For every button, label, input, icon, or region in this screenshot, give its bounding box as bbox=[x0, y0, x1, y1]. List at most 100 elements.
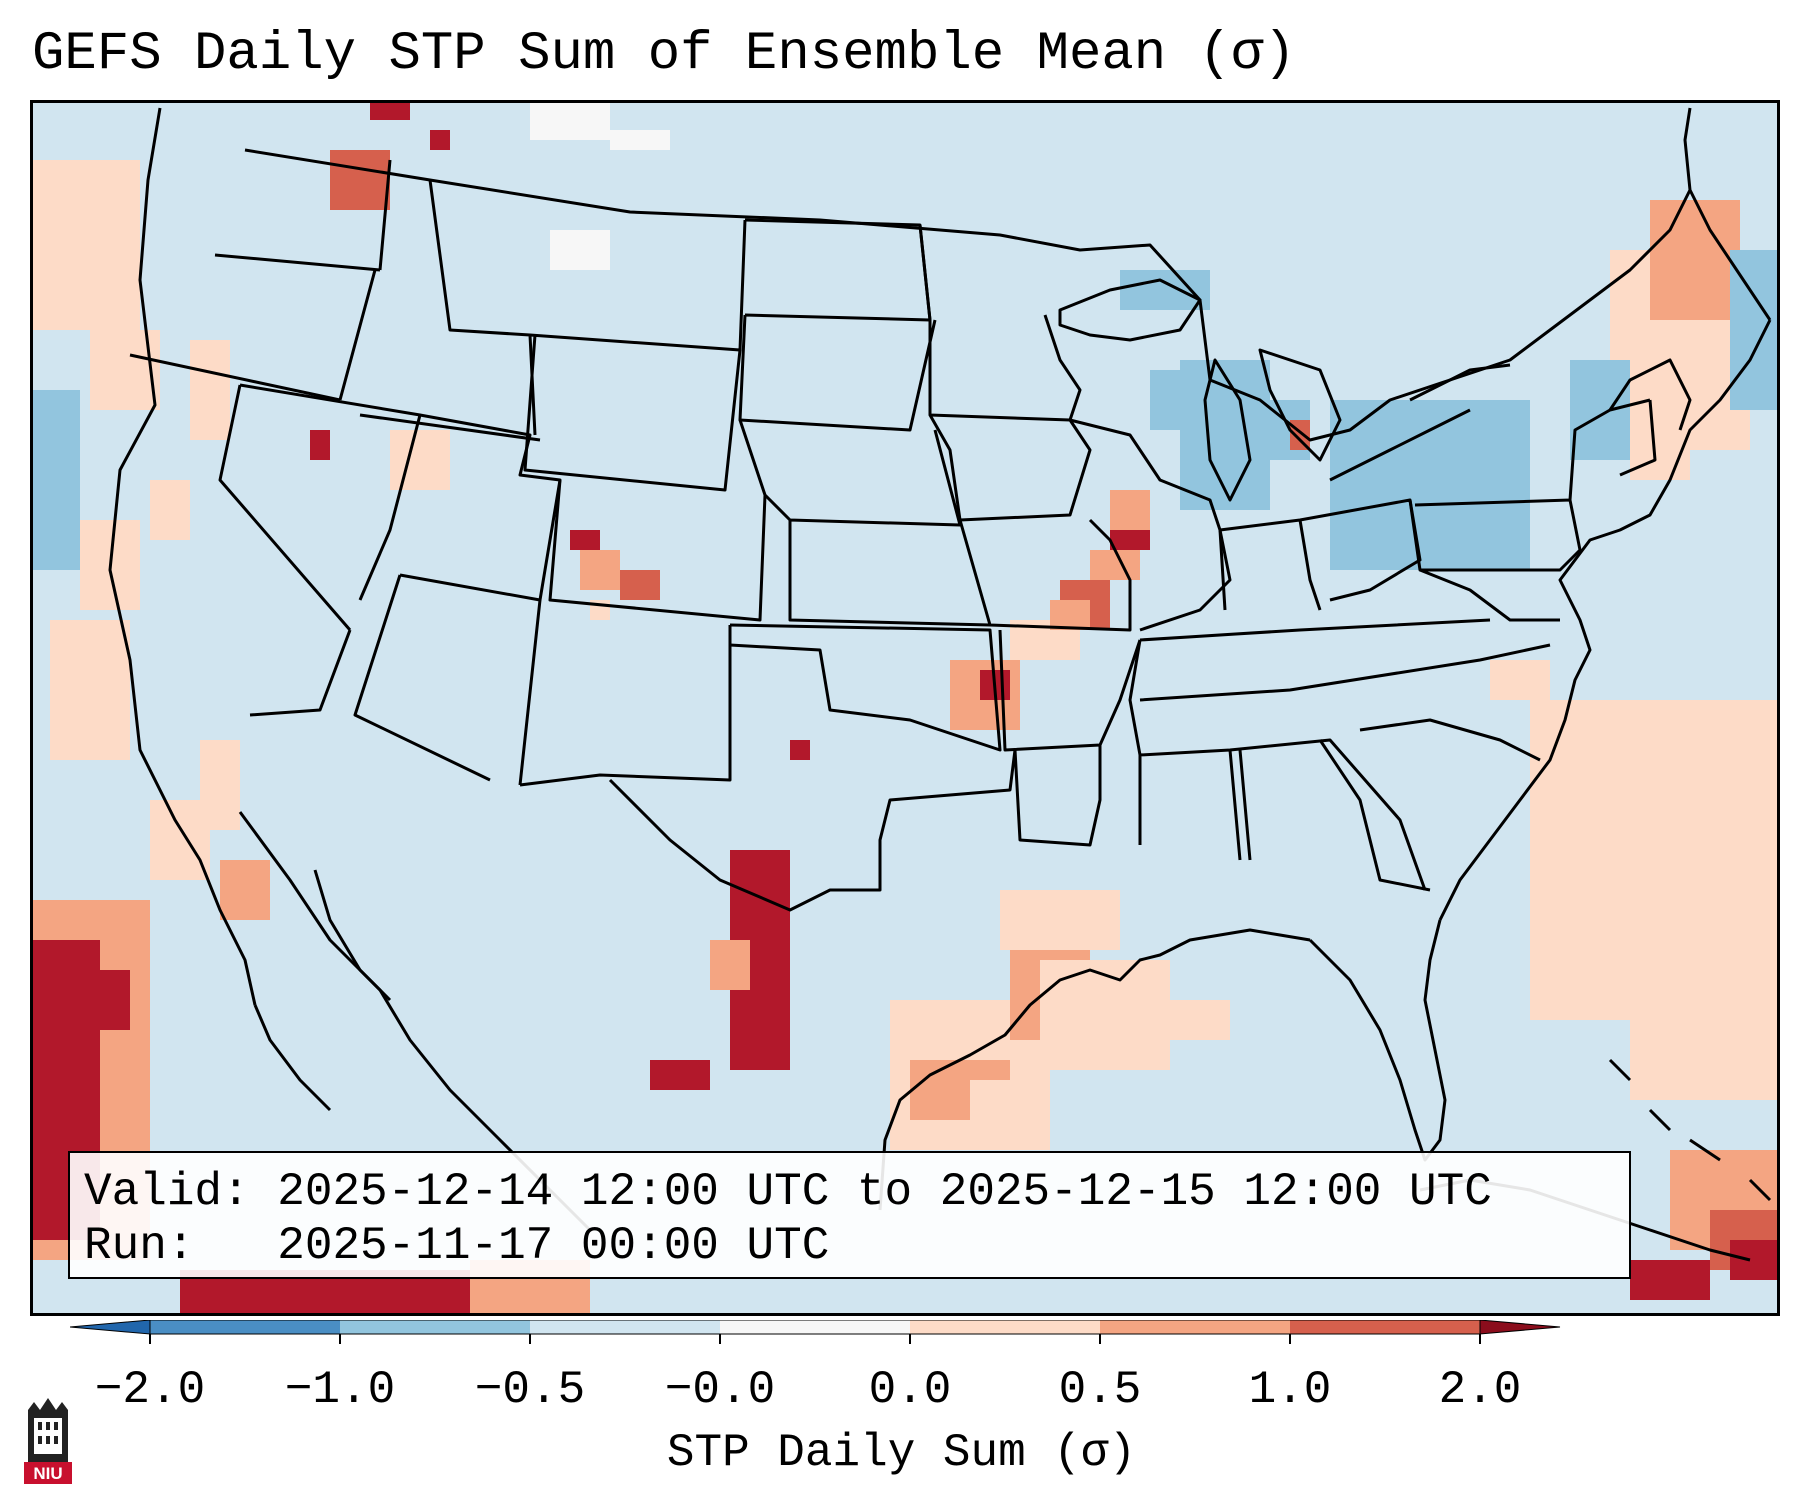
map-panel bbox=[30, 100, 1780, 1316]
colorbar-segment bbox=[1290, 1320, 1480, 1334]
field-patch-dark-red bbox=[650, 1060, 710, 1090]
chart-title: GEFS Daily STP Sum of Ensemble Mean (σ) bbox=[32, 24, 1296, 85]
colorbar-segment bbox=[340, 1320, 530, 1334]
colorbar bbox=[69, 1319, 1740, 1370]
id-lines bbox=[338, 159, 541, 442]
canada-east-coast bbox=[1683, 107, 1772, 321]
field-patch-light-blue bbox=[1410, 400, 1530, 500]
colorbar-segment bbox=[150, 1320, 340, 1334]
colorbar-frame bbox=[149, 1319, 1481, 1335]
lake-michigan bbox=[1203, 358, 1252, 502]
field-patch-dark-red bbox=[790, 740, 810, 760]
wa-or-line bbox=[214, 253, 381, 272]
colorbar-under-arrow bbox=[69, 1319, 151, 1335]
field-patch-peach bbox=[190, 340, 230, 440]
field-patch-red bbox=[620, 570, 660, 600]
colorbar-tick-label: −1.0 bbox=[284, 1364, 396, 1416]
colorbar-segment bbox=[910, 1320, 1100, 1334]
field-patch-light-blue bbox=[30, 390, 80, 570]
field-patch-dark-red bbox=[310, 430, 330, 460]
nevada-lines bbox=[218, 383, 422, 631]
ca-az-line bbox=[249, 629, 352, 717]
lake-superior bbox=[1058, 278, 1202, 342]
field-patch-salmon bbox=[580, 550, 620, 590]
stp-field-layer bbox=[30, 100, 1780, 1316]
tennessee-kentucky-lines bbox=[1139, 618, 1551, 702]
field-patch-red bbox=[330, 150, 390, 210]
field-patch-salmon bbox=[1650, 200, 1740, 320]
georgia-alabama-lines bbox=[1238, 739, 1431, 892]
colorado-lines bbox=[548, 479, 767, 622]
field-patch-dark-red bbox=[370, 100, 410, 120]
valid-time-box: Valid: 2025-12-14 12:00 UTC to 2025-12-1… bbox=[68, 1151, 1631, 1279]
colorbar-ticks bbox=[149, 1334, 1481, 1344]
field-patch-salmon bbox=[1110, 490, 1150, 530]
field-patch-dark-red bbox=[570, 530, 600, 550]
wisconsin-illinois-lines bbox=[1069, 418, 1232, 632]
field-patch-peach bbox=[1630, 440, 1690, 480]
east-coast-line bbox=[1438, 319, 1772, 921]
field-patch-salmon bbox=[1090, 550, 1140, 580]
field-patch-salmon bbox=[710, 940, 750, 990]
arkansas-la-lines bbox=[998, 629, 1142, 847]
run-line: Run: 2025-11-17 00:00 UTC bbox=[84, 1220, 830, 1272]
virginia-carolina-lines bbox=[1359, 568, 1560, 762]
missouri-lines bbox=[958, 518, 1132, 632]
field-patch-dark-red bbox=[430, 130, 450, 150]
field-patch-peach bbox=[200, 740, 240, 830]
field-patch-peach bbox=[30, 160, 140, 330]
field-patch-peach bbox=[1630, 800, 1780, 1100]
field-patch-peach bbox=[1170, 1000, 1230, 1040]
colorbar-over-arrow bbox=[1479, 1319, 1561, 1335]
field-patch-peach bbox=[1490, 660, 1550, 700]
field-patch-salmon bbox=[970, 1060, 1010, 1080]
field-patch-light-blue bbox=[1730, 250, 1780, 410]
field-patch-light-blue bbox=[1120, 270, 1210, 310]
colorbar-label: STP Daily Sum (σ) bbox=[666, 1427, 1137, 1479]
field-patch-light-blue bbox=[1150, 370, 1180, 430]
logo-text: NIU bbox=[33, 1464, 62, 1483]
colorbar-svg bbox=[69, 1319, 1561, 1344]
pa-ny-lines bbox=[1408, 398, 1651, 572]
colorbar-tick-label: 0.0 bbox=[868, 1364, 952, 1416]
field-patch-white bbox=[550, 230, 610, 270]
field-patch-peach bbox=[50, 620, 130, 760]
wyoming-lines bbox=[523, 334, 742, 492]
colorbar-tick-label: 1.0 bbox=[1248, 1364, 1332, 1416]
field-patch-peach bbox=[1000, 890, 1120, 950]
niu-logo: NIU bbox=[20, 1392, 76, 1490]
colorbar-segment bbox=[530, 1320, 720, 1334]
field-patch-dark-red bbox=[1730, 1240, 1780, 1280]
field-patch-peach bbox=[150, 480, 190, 540]
map-canvas bbox=[30, 100, 1780, 1316]
new-england-lines bbox=[1608, 358, 1692, 477]
field-patch-peach bbox=[390, 430, 450, 490]
florida-peninsula bbox=[1308, 919, 1447, 1162]
west-coast-line bbox=[108, 107, 257, 1006]
field-patch-dark-red bbox=[1630, 1260, 1710, 1300]
colorbar-tick-label: −0.5 bbox=[474, 1364, 586, 1416]
colorbar-tick-label: −0.0 bbox=[664, 1364, 776, 1416]
colorbar-tick-label: 0.5 bbox=[1058, 1364, 1142, 1416]
colorbar-segment bbox=[1100, 1320, 1290, 1334]
texas-lines bbox=[608, 749, 1017, 912]
lake-erie-ontario bbox=[1329, 363, 1511, 482]
gulf-coast-line bbox=[878, 928, 1311, 1211]
lake-huron bbox=[1258, 348, 1342, 462]
valid-line: Valid: 2025-12-14 12:00 UTC to 2025-12-1… bbox=[84, 1166, 1492, 1218]
mississippi-river-states bbox=[1128, 639, 1427, 891]
colorbar-segment bbox=[720, 1320, 910, 1334]
field-patch-salmon bbox=[1050, 600, 1090, 630]
utah-lines bbox=[399, 413, 562, 602]
field-patch-white bbox=[610, 130, 670, 150]
map-border bbox=[30, 100, 1780, 1316]
university-tower-icon: NIU bbox=[24, 1398, 72, 1484]
or-ca-line bbox=[129, 353, 341, 402]
field-patch-white bbox=[530, 100, 610, 140]
bahamas-islands bbox=[1608, 1058, 1772, 1202]
nebraska-kansas-lines bbox=[738, 419, 991, 627]
field-patch-dark-red bbox=[90, 970, 130, 1030]
field-patch-light-blue bbox=[1570, 360, 1630, 460]
az-nm-lines bbox=[353, 574, 732, 787]
field-patch-salmon bbox=[220, 860, 270, 920]
